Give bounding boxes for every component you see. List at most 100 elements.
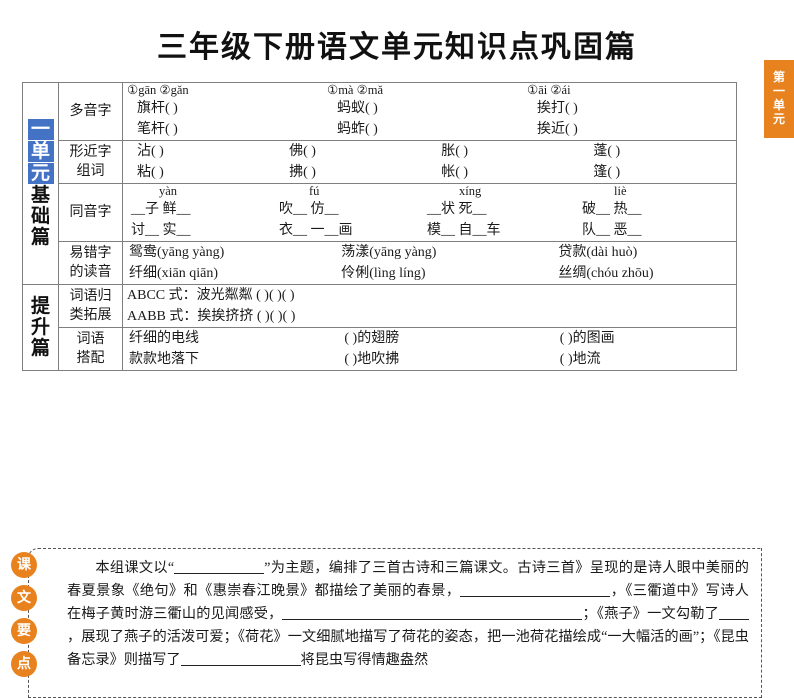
duoyinzi-word[interactable]: 笔杆( ) (137, 122, 178, 137)
xingjinzi-word[interactable]: 沾( ) (137, 144, 164, 159)
category-line: 类拓展 (69, 308, 112, 323)
yicuozi-item[interactable]: 伶俐(lìng líng) (341, 266, 426, 281)
side-label-char: 篇 (30, 337, 50, 359)
yicuozi-item[interactable]: 鸳鸯(yāng yàng) (129, 245, 225, 260)
unit-tab-char-1: 第 (772, 70, 785, 84)
duoyinzi-word[interactable]: 蚂蚁( ) (337, 101, 378, 116)
category-line: 词语 (76, 332, 105, 347)
side-label-char: 元 (27, 163, 54, 184)
tongyinzi-pinyin: fú (309, 184, 320, 198)
badge-wen: 文 (11, 585, 37, 611)
course-summary-box: 本组课文以“ ”为主题，编排了三首古诗和三篇课文。古诗三首》呈现的是诗人眼中美丽的… (28, 548, 762, 698)
row-category-xingjinzi: 形近字 组词 (58, 140, 123, 184)
side-label-basics: 一 单 元 基 础 篇 (22, 82, 59, 285)
table-row: 形近字 组词 沾( ) 佛( ) 胀( ) 蓬( ) 粘( ) (23, 140, 737, 184)
dapei-item[interactable]: ( )的图画 (559, 331, 615, 346)
yicuozi-item[interactable]: 荡漾(yāng yàng) (341, 245, 437, 260)
tongyinzi-item[interactable]: 队__ 恶__ (582, 223, 642, 238)
table-row: 提 升 篇 词语归 类拓展 ABCC 式：波光粼粼 ( )( )( ) AABB… (22, 284, 737, 371)
fill-blank[interactable] (460, 596, 611, 597)
category-line: 易错字 (69, 246, 112, 261)
category-line: 形近字 (69, 145, 112, 160)
category-line: 词语归 (69, 289, 112, 304)
table-row: 易错字 的读音 鸳鸯(yāng yàng) 荡漾(yāng yàng) 贷款(d… (23, 241, 737, 285)
badge-ke: 课 (11, 552, 37, 578)
course-summary-badges: 课 文 要 点 (10, 552, 38, 684)
dapei-item[interactable]: ( )地吹拂 (344, 352, 400, 367)
category-line: 的读音 (69, 265, 112, 280)
category-line: 同音字 (69, 205, 112, 220)
unit-tab-char-2: 一 (772, 84, 785, 98)
tongyinzi-pinyin: xíng (459, 184, 482, 198)
badge-yao: 要 (11, 618, 37, 644)
unit-tab[interactable]: 第 一 单 元 (764, 60, 794, 138)
tongyinzi-item[interactable]: 吹__ 仿__ (279, 202, 339, 217)
unit-tab-char-4: 元 (772, 112, 785, 126)
side-label-advanced: 提 升 篇 (22, 284, 59, 371)
duoyinzi-pinyin: ①āi ②ái (527, 83, 571, 97)
summary-part-5: 将昆虫写得情趣盎然 (300, 652, 429, 668)
table-row: 一 单 元 基 础 篇 多音字 ①gān ②gǎn ①mà ②mǎ (22, 82, 737, 285)
yicuozi-item[interactable]: 贷款(dài huò) (558, 245, 638, 260)
course-summary-text[interactable]: 本组课文以“ ”为主题，编排了三首古诗和三篇课文。古诗三首》呈现的是诗人眼中美丽的… (29, 549, 761, 672)
summary-part-4: ，展现了燕子的活泼可爱；《荷花》一文细腻地描写了荷花的姿态，把一池荷花描绘成“一… (67, 629, 749, 668)
knowledge-table-wrap: 一 单 元 基 础 篇 多音字 ①gān ②gǎn ①mà ②mǎ (22, 82, 737, 371)
xingjinzi-word[interactable]: 篷( ) (593, 165, 621, 180)
table-row: 同音字 yàn fú xíng liè __子 鲜__ 吹__ 仿__ __状 … (23, 183, 737, 242)
row-content-tongyinzi: yàn fú xíng liè __子 鲜__ 吹__ 仿__ __状 死__ … (122, 183, 737, 242)
duoyinzi-word[interactable]: 蚂蚱( ) (337, 122, 378, 137)
tongyinzi-item[interactable]: __状 死__ (427, 202, 487, 217)
tongyinzi-pinyin: yàn (159, 184, 178, 198)
xingjinzi-word[interactable]: 蓬( ) (593, 144, 621, 159)
duoyinzi-word[interactable]: 挨近( ) (537, 122, 578, 137)
row-content-xingjinzi: 沾( ) 佛( ) 胀( ) 蓬( ) 粘( ) 拂( ) 帐( ) 篷( (122, 140, 737, 184)
category-line: 多音字 (69, 104, 112, 119)
fill-blank[interactable] (282, 619, 583, 620)
yicuozi-item[interactable]: 纤细(xiān qiān) (129, 266, 219, 281)
tongyinzi-item[interactable]: 破__ 热__ (582, 202, 642, 217)
fill-blank[interactable] (180, 665, 301, 666)
summary-part-1: 本组课文以“ (95, 560, 175, 576)
side-label-char: 基 (30, 184, 50, 206)
duoyinzi-pinyin: ①mà ②mǎ (327, 83, 384, 97)
tongyinzi-item[interactable]: __子 鲜__ (131, 202, 191, 217)
badge-dian: 点 (11, 651, 37, 677)
row-category-yicuozi: 易错字 的读音 (58, 241, 123, 285)
row-category-duoyinzi: 多音字 (58, 82, 123, 141)
fill-blank[interactable] (174, 573, 265, 574)
tongyinzi-item[interactable]: 讨__ 实__ (131, 223, 191, 238)
xingjinzi-word[interactable]: 帐( ) (441, 165, 469, 180)
tongyinzi-item[interactable]: 模__ 自__车 (427, 223, 501, 238)
row-category-tongyinzi: 同音字 (58, 183, 123, 242)
tongyinzi-item[interactable]: 衣__ 一__画 (279, 223, 353, 238)
category-line: 搭配 (76, 351, 105, 366)
xingjinzi-word[interactable]: 粘( ) (137, 165, 164, 180)
xingjinzi-word[interactable]: 佛( ) (289, 144, 316, 159)
side-label-char: 升 (30, 316, 50, 338)
side-label-char: 础 (30, 205, 50, 227)
dapei-item[interactable]: ( )地流 (559, 352, 601, 367)
ciyuguilei-line[interactable]: AABB 式：挨挨挤挤 ( )( )( ) (127, 309, 296, 324)
duoyinzi-word[interactable]: 挨打( ) (537, 101, 578, 116)
category-line: 组词 (76, 164, 105, 179)
xingjinzi-word[interactable]: 拂( ) (289, 165, 316, 180)
side-label-char: 单 (27, 141, 54, 162)
dapei-item[interactable]: ( )的翅膀 (344, 331, 400, 346)
row-content-dapei: 纤细的电线 ( )的翅膀 ( )的图画 款款地落下 ( )地吹拂 ( )地流 (122, 327, 737, 371)
xingjinzi-word[interactable]: 胀( ) (441, 144, 469, 159)
summary-part-2: ”为主题，编排了三首古诗和三篇课文。古诗三首》呈现的是诗人眼中美丽的春夏景象《绝… (67, 560, 749, 599)
dapei-item[interactable]: 纤细的电线 (129, 331, 199, 346)
side-label-char: 提 (30, 295, 50, 317)
side-label-char: 篇 (30, 226, 50, 248)
dapei-item[interactable]: 款款地落下 (129, 352, 199, 367)
ciyuguilei-line[interactable]: ABCC 式：波光粼粼 ( )( )( ) (127, 288, 295, 303)
page-title: 三年级下册语文单元知识点巩固篇 (157, 30, 637, 65)
row-category-ciyuguilei: 词语归 类拓展 (58, 284, 123, 328)
unit-tab-char-3: 单 (772, 98, 785, 112)
summary-fragment: ；《燕子》一文勾勒了 (582, 606, 719, 622)
fill-blank[interactable] (719, 619, 749, 620)
knowledge-table: 一 单 元 基 础 篇 多音字 ①gān ②gǎn ①mà ②mǎ (22, 82, 737, 371)
duoyinzi-word[interactable]: 旗杆( ) (137, 101, 178, 116)
yicuozi-item[interactable]: 丝绸(chóu zhōu) (558, 266, 654, 281)
